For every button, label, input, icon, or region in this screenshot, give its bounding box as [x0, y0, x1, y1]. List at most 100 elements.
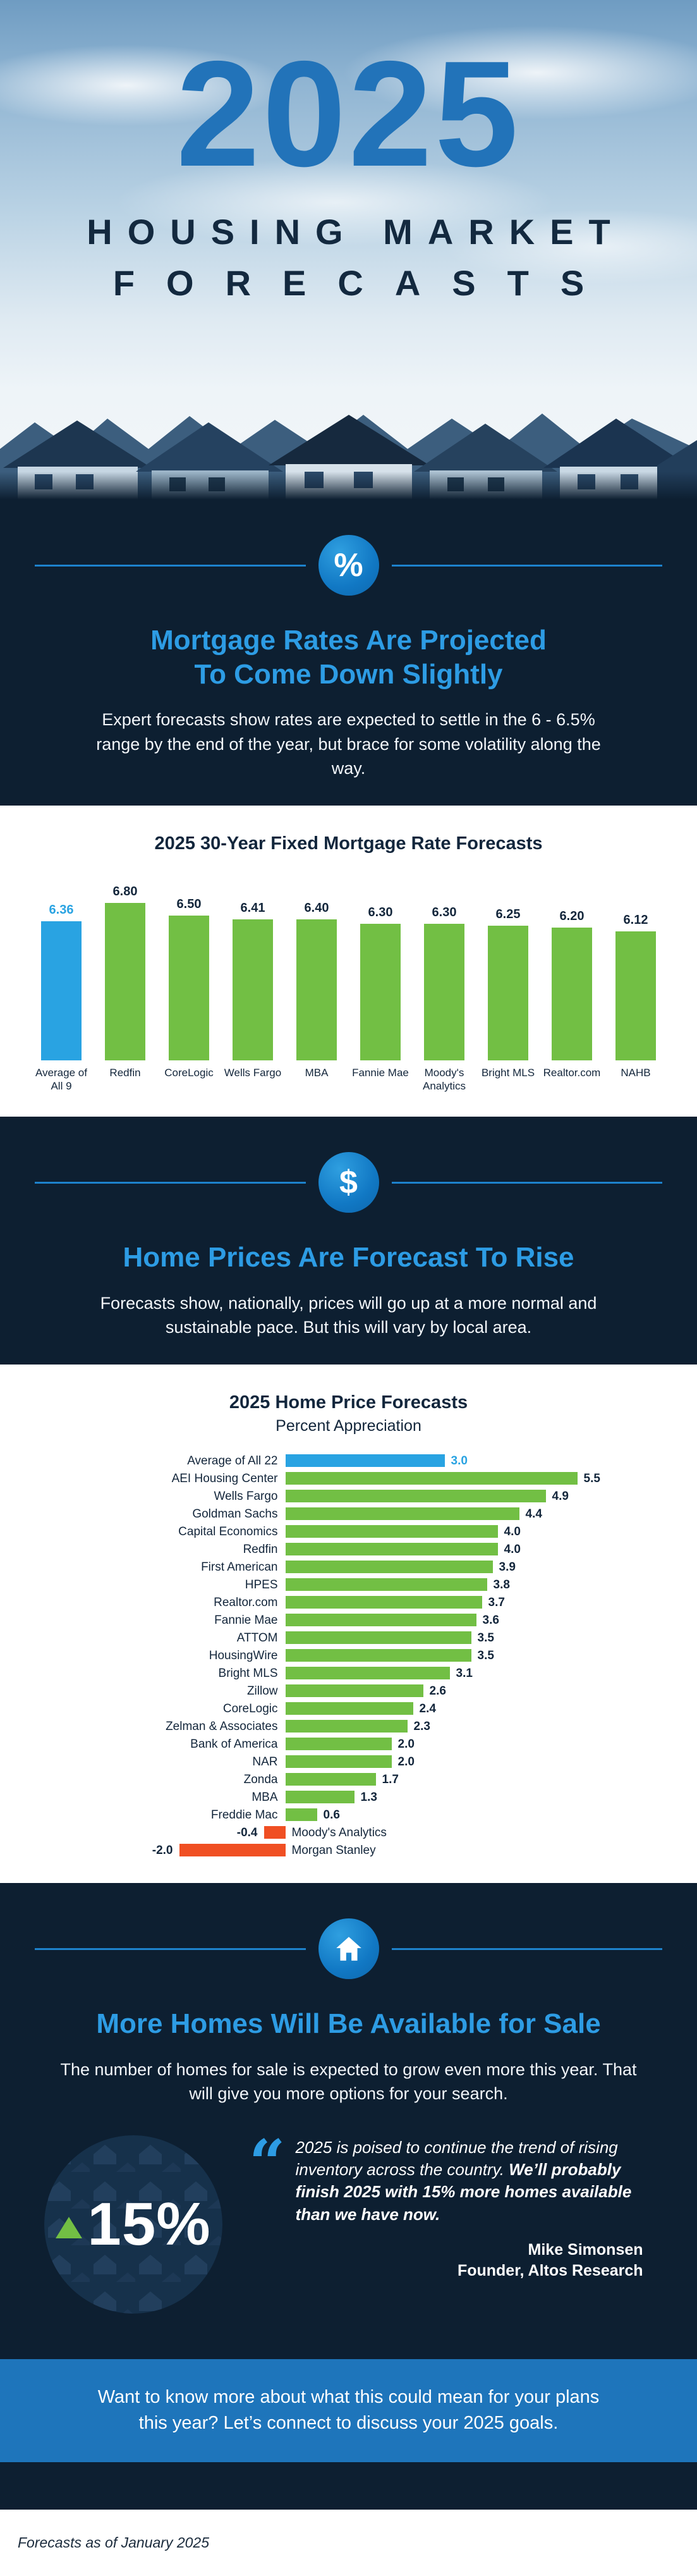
footer: Forecasts as of January 2025 [0, 2509, 697, 2576]
bar-value-label: 3.5 [477, 1649, 494, 1663]
header-year: 2025 [176, 30, 521, 198]
rates-section-title: Mortgage Rates Are Projected To Come Dow… [150, 625, 547, 690]
divider-line [391, 564, 662, 567]
quote-attribution: Mike Simonsen Founder, Altos Research [296, 2240, 650, 2281]
bar [285, 1808, 317, 1822]
bar-category-label: Zelman & Associates [166, 1720, 278, 1734]
inventory-quote: “ 2025 is poised to continue the trend o… [249, 2131, 650, 2314]
bar-category-label: First American [201, 1561, 278, 1574]
bar-category-label: Redfin [243, 1543, 278, 1557]
bar [285, 1490, 546, 1503]
bar-column: 6.40 [285, 873, 349, 1061]
bar-category-label: NAHB [621, 1067, 651, 1079]
bar-category-label: Wells Fargo [224, 1067, 282, 1079]
bar [285, 1684, 423, 1698]
inventory-stat-circle: 15% [44, 2135, 222, 2314]
bar-value-label: 6.80 [112, 885, 138, 899]
bar-category-label: Bright MLS [481, 1067, 535, 1079]
bar-category-label: Redfin [109, 1067, 141, 1079]
bar [285, 1543, 498, 1556]
bar-category-label: Zonda [243, 1773, 278, 1787]
bar [285, 1773, 376, 1786]
bar-value-label: -2.0 [152, 1844, 173, 1858]
cta-band: Want to know more about what this could … [0, 2358, 697, 2462]
bar-value-label: -0.4 [236, 1826, 258, 1840]
bar-category-label: CoreLogic [164, 1067, 214, 1079]
bar [488, 926, 528, 1061]
chart-row: Moody's Analytics -0.4 [33, 1824, 665, 1841]
bar [285, 1631, 471, 1645]
price-chart-subtitle: Percent Appreciation [276, 1417, 421, 1435]
bar-column: 6.50 [157, 873, 221, 1061]
bar-category-label: Wells Fargo [214, 1490, 278, 1504]
bar-value-label: 1.3 [360, 1791, 377, 1805]
bar [285, 1614, 476, 1627]
bar-category-label: MBA [252, 1791, 278, 1805]
bar-value-label: 5.5 [583, 1472, 600, 1486]
bar-column: 6.30 [349, 873, 413, 1061]
chart-row: CoreLogic 2.4 [33, 1700, 665, 1717]
chart-row: Goldman Sachs 4.4 [33, 1505, 665, 1523]
bar [41, 921, 82, 1061]
chart-row: Average of All 22 3.0 [33, 1452, 665, 1469]
bar-value-label: 2.0 [397, 1738, 415, 1751]
bar-category-label: ATTOM [236, 1631, 278, 1645]
mortgage-rate-chart: 2025 30-Year Fixed Mortgage Rate Forecas… [0, 806, 697, 1117]
bar-value-label: 6.36 [49, 903, 74, 917]
chart-row: Redfin 4.0 [33, 1540, 665, 1558]
bar-category-label: Goldman Sachs [192, 1507, 278, 1521]
quote-bold-part: We’ll probably finish 2025 with 15% more… [295, 2160, 632, 2224]
bar [169, 916, 209, 1061]
section-home-prices: $ Home Prices Are Forecast To Rise Forec… [0, 1117, 697, 1884]
bar-value-label: 1.7 [382, 1773, 399, 1787]
section-divider: % [0, 535, 697, 596]
bar-value-label: 3.6 [482, 1614, 499, 1628]
chart-row: Zillow 2.6 [33, 1682, 665, 1700]
bar-category-label: Average of All 22 [187, 1454, 278, 1468]
bar-value-label: 3.1 [456, 1667, 473, 1681]
bar-value-label: 6.30 [368, 905, 393, 920]
bar-value-label: 2.6 [429, 1684, 446, 1698]
inventory-section-title: More Homes Will Be Available for Sale [96, 2008, 601, 2040]
bar-category-label: Realtor.com [543, 1067, 601, 1079]
house-pattern-decoration [44, 2135, 222, 2314]
mortgage-chart-bars: 6.36 6.80 6.50 6.41 6.40 6.30 6.30 6.25 6.20 6.12 [30, 873, 668, 1061]
bar [360, 924, 401, 1061]
bar-category-label: Moody's Analytics [422, 1067, 466, 1092]
bar-category-label: Fannie Mae [214, 1614, 278, 1628]
bar-category-label: NAR [252, 1755, 278, 1769]
bar [285, 1791, 355, 1804]
cloud-decoration [341, 25, 697, 120]
bar-value-label: 2.3 [413, 1720, 430, 1734]
bar-column: 6.30 [413, 873, 476, 1061]
prices-section-body: Forecasts show, nationally, prices will … [100, 1293, 597, 1337]
bar [285, 1755, 392, 1769]
bar-category-label: Bright MLS [218, 1667, 278, 1681]
section-divider: $ [0, 1152, 697, 1213]
bar [285, 1738, 392, 1751]
header-title-line2: FORECASTS [112, 263, 616, 303]
inventory-section-body: The number of homes for sale is expected… [60, 2060, 637, 2104]
bar-value-label: 6.12 [623, 913, 648, 928]
bar-column: 6.20 [540, 873, 604, 1061]
bar [285, 1454, 445, 1468]
divider-line [35, 564, 306, 567]
bar-value-label: 6.50 [176, 897, 202, 912]
bar [424, 924, 464, 1061]
header: 2025 HOUSING MARKET FORECASTS [0, 0, 697, 500]
chart-row: Freddie Mac 0.6 [33, 1806, 665, 1824]
divider-line [35, 1181, 306, 1184]
dollar-icon: $ [318, 1152, 379, 1213]
bar-category-label: Zillow [246, 1684, 278, 1698]
bar [296, 919, 337, 1061]
inventory-stat-content: 15% [56, 2190, 210, 2259]
bar-category-label: Fannie Mae [352, 1067, 409, 1079]
attribution-name: Mike Simonsen [528, 2241, 643, 2259]
bar-value-label: 6.40 [304, 901, 329, 916]
chart-row: MBA 1.3 [33, 1788, 665, 1806]
bar [285, 1578, 487, 1592]
prices-section-title: Home Prices Are Forecast To Rise [123, 1242, 574, 1273]
quote-regular-part: 2025 is poised to continue the trend of … [295, 2137, 618, 2180]
bar [552, 928, 592, 1061]
bar-value-label: 2.0 [397, 1755, 415, 1769]
